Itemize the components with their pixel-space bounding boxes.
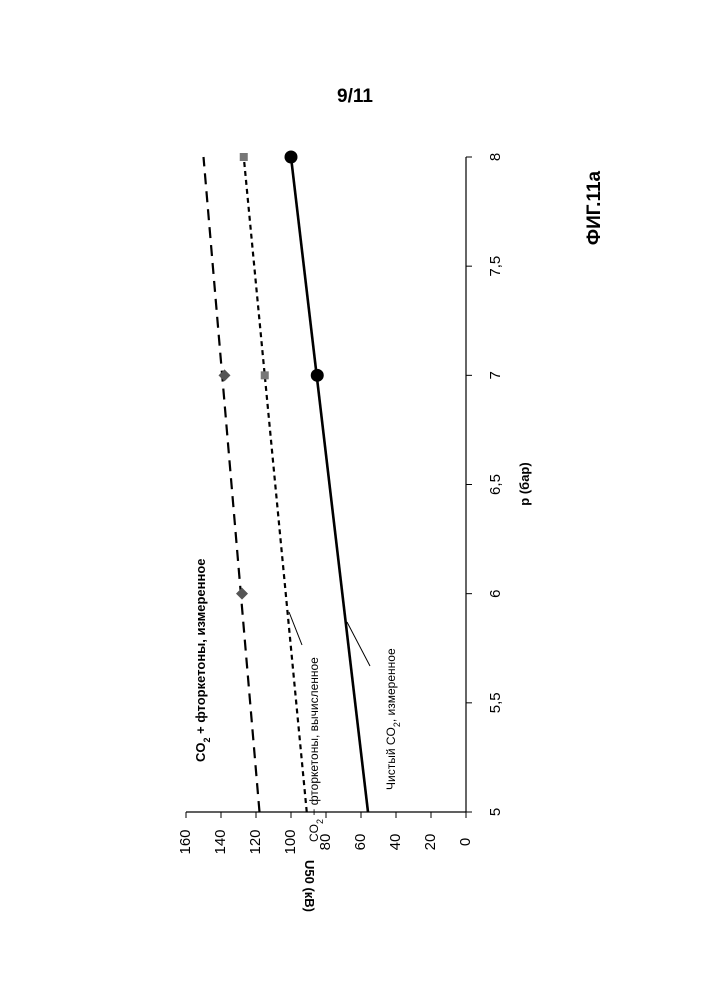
- x-tick-label: 5,5: [487, 692, 504, 713]
- data-point-square: [240, 153, 248, 161]
- chart-series: [204, 151, 369, 813]
- y-tick-label: 0: [457, 838, 474, 846]
- y-tick-label: 100: [282, 829, 299, 854]
- x-tick-label: 5: [487, 808, 504, 816]
- data-point-diamond: [236, 588, 248, 600]
- y-tick-label: 140: [212, 829, 229, 854]
- series-label-main: CO: [307, 824, 321, 842]
- chart-annotations: CO2 + фторкетоны, измеренное CO2 + фторке…: [193, 558, 402, 842]
- data-point-circle: [311, 369, 324, 382]
- series-label-3: Чистый CO2, измеренное: [384, 648, 402, 790]
- series-label-main: Чистый CO: [384, 727, 398, 790]
- y-tick-label: 60: [352, 834, 369, 851]
- figure-label: ФИГ.11а: [584, 170, 605, 245]
- series-label-rest: + фторкетоны, измеренное: [193, 558, 208, 737]
- series-label-2: CO2 + фторкетоны, вычисленное: [307, 657, 325, 842]
- x-axis-label: p (бар): [517, 462, 532, 505]
- y-axis-label: U50 (кВ): [302, 860, 317, 912]
- chart-ticks: 55,566,577,58020406080100120140160: [177, 153, 504, 855]
- x-tick-label: 6: [487, 589, 504, 597]
- data-point-diamond: [219, 369, 231, 381]
- x-tick-label: 7: [487, 371, 504, 379]
- y-tick-label: 20: [422, 834, 439, 851]
- x-tick-label: 6,5: [487, 474, 504, 495]
- series-label-1: CO2 + фторкетоны, измеренное: [193, 558, 212, 762]
- series-label-main: CO: [193, 743, 208, 763]
- series-line-3: [291, 157, 368, 812]
- series-line-2: [244, 157, 307, 812]
- series-line-1: [204, 157, 260, 812]
- series-label-rest: + фторкетоны, вычисленное: [307, 657, 321, 819]
- y-tick-label: 120: [247, 829, 264, 854]
- y-tick-label: 40: [387, 834, 404, 851]
- x-tick-label: 7,5: [487, 256, 504, 277]
- data-point-circle: [285, 151, 298, 164]
- x-tick-label: 8: [487, 153, 504, 161]
- chart-axes: [186, 157, 466, 812]
- series-label-rest: , измеренное: [384, 648, 398, 722]
- data-point-square: [261, 371, 269, 379]
- y-tick-label: 160: [177, 829, 194, 854]
